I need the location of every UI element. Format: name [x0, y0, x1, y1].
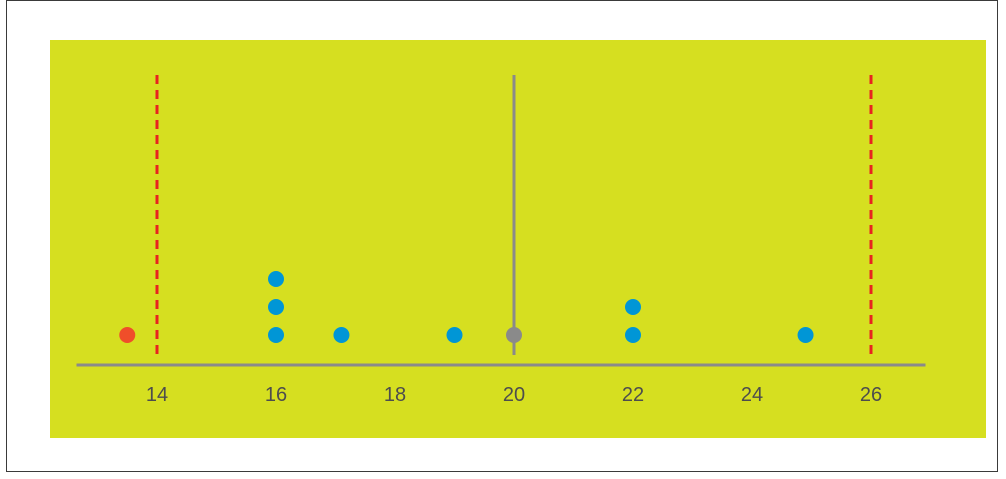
x-tick-label: 22 — [622, 384, 644, 406]
data-point — [268, 327, 284, 343]
outlier-point — [119, 327, 136, 343]
data-point — [268, 299, 284, 315]
x-tick-label: 16 — [265, 384, 287, 406]
figure-frame: 14 16 18 20 22 24 26 — [6, 0, 998, 472]
data-point — [268, 271, 284, 287]
mean-point — [506, 327, 522, 343]
plot-background — [50, 40, 986, 438]
x-tick-label: 14 — [146, 384, 168, 406]
x-tick-label: 26 — [860, 384, 882, 406]
data-point — [333, 327, 350, 343]
x-tick-label: 20 — [503, 384, 525, 406]
data-point — [797, 327, 814, 343]
data-point — [625, 299, 641, 315]
dot-plot-chart: 14 16 18 20 22 24 26 — [50, 40, 986, 438]
data-point — [625, 327, 641, 343]
x-tick-label: 24 — [741, 384, 763, 406]
x-tick-label: 18 — [384, 384, 406, 406]
data-point — [446, 327, 463, 343]
dot-plot-area: 14 16 18 20 22 24 26 — [50, 40, 986, 438]
